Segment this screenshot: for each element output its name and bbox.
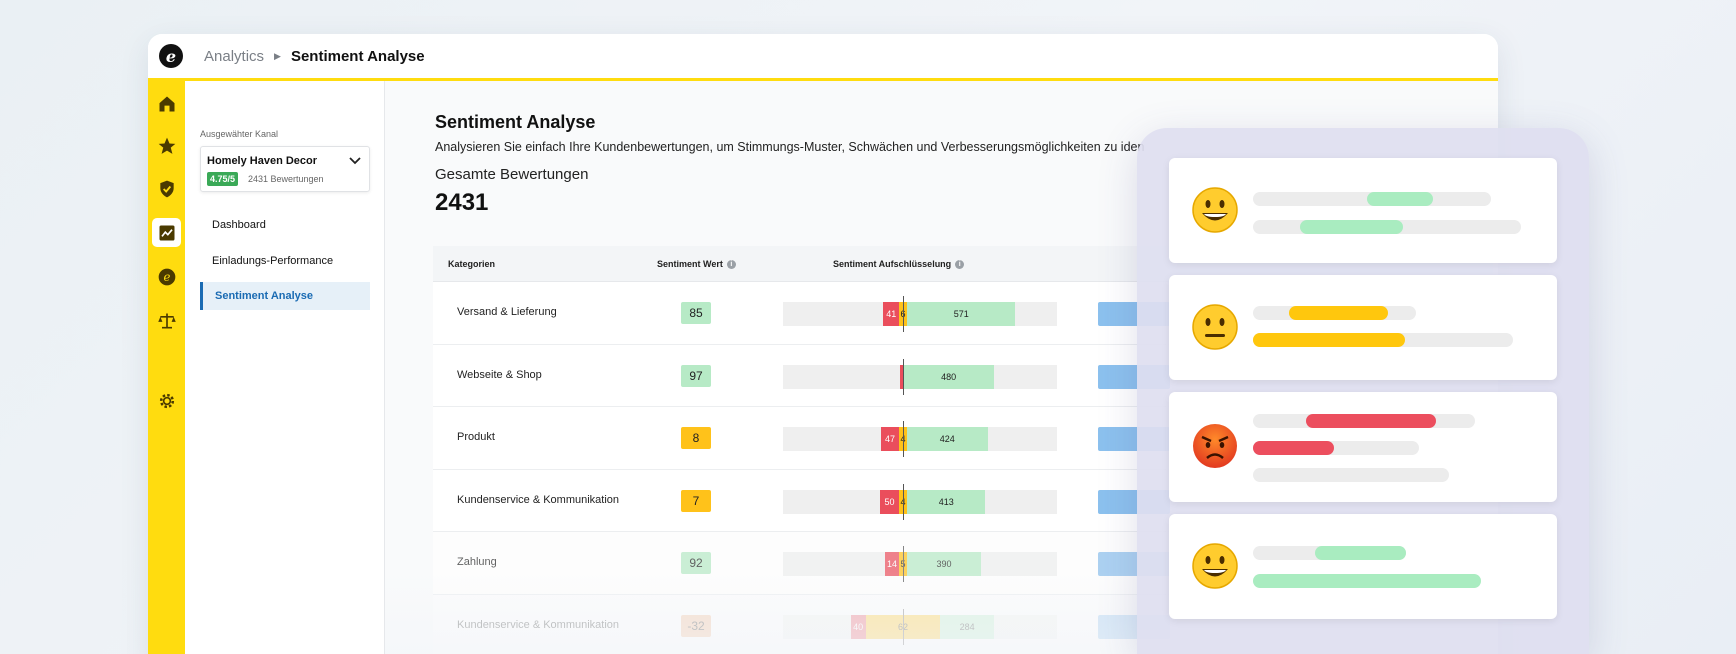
zero-line bbox=[903, 483, 904, 520]
page-subtitle: Analysieren Sie einfach Ihre Kundenbewer… bbox=[435, 140, 1145, 154]
page-title: Sentiment Analyse bbox=[435, 112, 596, 132]
total-reviews-label: Gesamte Bewertungen bbox=[435, 166, 589, 183]
chevron-down-icon bbox=[349, 157, 361, 165]
sentiment-score-badge: 92 bbox=[681, 552, 711, 575]
text-placeholder bbox=[1253, 333, 1405, 347]
sidebar-item-sentiment-analyse[interactable]: Sentiment Analyse bbox=[200, 282, 370, 310]
sentiment-score-badge: 7 bbox=[681, 489, 711, 512]
sentiment-score-badge: 85 bbox=[681, 302, 711, 324]
sentiment-score-badge: 97 bbox=[681, 364, 711, 387]
zero-line bbox=[903, 546, 904, 583]
text-placeholder bbox=[1289, 306, 1388, 320]
category-name: Kundenservice & Kommunikation bbox=[457, 493, 620, 506]
text-placeholder bbox=[1315, 546, 1406, 560]
text-placeholder bbox=[1300, 220, 1403, 234]
star-icon[interactable] bbox=[152, 131, 181, 160]
sentiment-score-badge: -32 bbox=[681, 614, 711, 637]
brand-logo-icon[interactable]: e bbox=[159, 44, 183, 68]
review-count: 2431 Bewertungen bbox=[248, 174, 324, 184]
text-placeholder bbox=[1253, 574, 1481, 588]
negative-segment: 50 bbox=[880, 489, 899, 514]
category-name: Versand & Lieferung bbox=[457, 306, 557, 318]
logo-coin-icon[interactable]: e bbox=[152, 262, 181, 291]
text-placeholder bbox=[1306, 414, 1436, 428]
top-bar: e Analytics ▶ Sentiment Analyse bbox=[148, 34, 1498, 81]
review-card-negative bbox=[1169, 392, 1557, 502]
zero-line bbox=[903, 358, 904, 395]
sentiment-score-badge: 8 bbox=[681, 427, 711, 450]
negative-segment: 40 bbox=[850, 614, 866, 639]
info-icon[interactable]: i bbox=[726, 259, 736, 269]
sentiment-illustration-panel bbox=[1137, 128, 1589, 654]
home-icon[interactable] bbox=[152, 89, 181, 118]
svg-text:e: e bbox=[163, 270, 170, 284]
column-header-kategorien: Kategorien bbox=[448, 259, 496, 269]
review-card-positive bbox=[1169, 514, 1557, 619]
breadcrumb-separator-icon: ▶ bbox=[274, 50, 281, 61]
channel-label: Ausgewähter Kanal bbox=[200, 129, 279, 139]
review-card-neutral bbox=[1169, 275, 1557, 380]
icon-rail: e bbox=[148, 81, 185, 654]
zero-line bbox=[903, 608, 904, 645]
info-icon[interactable]: i bbox=[955, 259, 965, 269]
sidebar-item-dashboard[interactable]: Dashboard bbox=[212, 219, 266, 231]
shield-check-icon[interactable] bbox=[152, 174, 181, 203]
positive-segment: 571 bbox=[907, 302, 1016, 326]
column-header-sentiment-aufschluesselung: Sentiment Aufschlüsselung i bbox=[833, 259, 965, 269]
positive-segment: 390 bbox=[907, 552, 982, 577]
scales-icon[interactable] bbox=[152, 306, 181, 335]
sidebar-item-einladungs-performance[interactable]: Einladungs-Performance bbox=[212, 255, 334, 267]
positive-segment: 480 bbox=[903, 364, 995, 389]
category-name: Webseite & Shop bbox=[457, 368, 542, 381]
zero-line bbox=[903, 296, 904, 332]
grinning-face-icon bbox=[1192, 543, 1238, 589]
negative-segment: 47 bbox=[881, 427, 899, 452]
sidebar: Ausgewähter Kanal Homely Haven Decor 4.7… bbox=[185, 81, 385, 654]
channel-selector[interactable]: Homely Haven Decor 4.75/5 2431 Bewertung… bbox=[200, 146, 370, 192]
neutral-face-icon bbox=[1192, 304, 1238, 350]
angry-face-icon bbox=[1193, 424, 1237, 468]
zero-line bbox=[903, 421, 904, 458]
text-placeholder bbox=[1253, 441, 1334, 455]
rating-badge: 4.75/5 bbox=[207, 172, 239, 186]
positive-segment: 413 bbox=[907, 489, 986, 514]
total-reviews-value: 2431 bbox=[435, 189, 489, 216]
category-name: Produkt bbox=[457, 431, 495, 444]
gear-icon[interactable] bbox=[152, 386, 181, 415]
category-name: Zahlung bbox=[457, 556, 497, 569]
review-card-positive bbox=[1169, 158, 1557, 263]
grinning-face-icon bbox=[1192, 187, 1238, 233]
positive-segment: 424 bbox=[907, 427, 988, 452]
breadcrumb-current: Sentiment Analyse bbox=[290, 47, 425, 65]
negative-segment: 41 bbox=[883, 302, 899, 326]
breadcrumb-parent[interactable]: Analytics bbox=[204, 47, 265, 65]
chart-trend-icon[interactable] bbox=[152, 218, 181, 247]
negative-segment bbox=[900, 364, 903, 389]
column-header-sentiment-wert: Sentiment Wert i bbox=[657, 259, 736, 269]
channel-name: Homely Haven Decor bbox=[207, 155, 318, 167]
positive-segment: 284 bbox=[940, 614, 995, 639]
negative-segment: 14 bbox=[885, 552, 899, 577]
breadcrumb: Analytics ▶ Sentiment Analyse bbox=[204, 48, 425, 65]
text-placeholder bbox=[1367, 192, 1433, 206]
text-placeholder bbox=[1253, 468, 1449, 482]
category-name: Kundenservice & Kommunikation bbox=[457, 618, 620, 631]
